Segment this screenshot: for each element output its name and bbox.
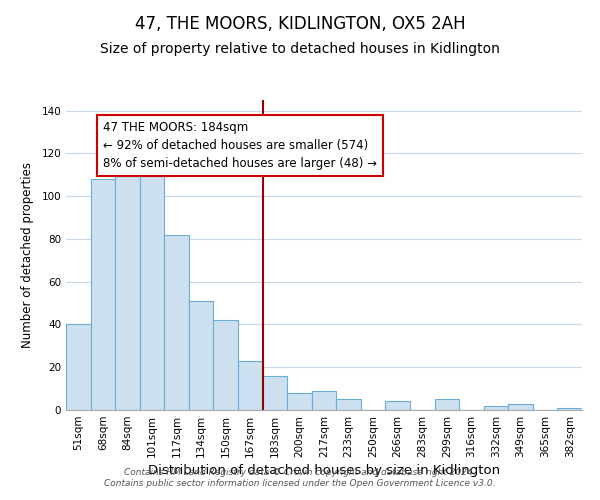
Bar: [434, 400, 459, 410]
Bar: [508, 404, 533, 410]
Bar: [140, 164, 164, 410]
Bar: [214, 320, 238, 410]
Bar: [164, 234, 189, 410]
Text: Size of property relative to detached houses in Kidlington: Size of property relative to detached ho…: [100, 42, 500, 56]
X-axis label: Distribution of detached houses by size in Kidlington: Distribution of detached houses by size …: [148, 464, 500, 477]
Bar: [189, 301, 214, 410]
Bar: [287, 393, 312, 410]
Text: 47, THE MOORS, KIDLINGTON, OX5 2AH: 47, THE MOORS, KIDLINGTON, OX5 2AH: [134, 15, 466, 33]
Bar: [66, 324, 91, 410]
Text: 47 THE MOORS: 184sqm
← 92% of detached houses are smaller (574)
8% of semi-detac: 47 THE MOORS: 184sqm ← 92% of detached h…: [103, 122, 377, 170]
Bar: [91, 179, 115, 410]
Bar: [312, 391, 336, 410]
Bar: [484, 406, 508, 410]
Bar: [385, 402, 410, 410]
Bar: [557, 408, 582, 410]
Y-axis label: Number of detached properties: Number of detached properties: [22, 162, 34, 348]
Bar: [115, 162, 140, 410]
Text: Contains HM Land Registry data © Crown copyright and database right 2024.
Contai: Contains HM Land Registry data © Crown c…: [104, 468, 496, 487]
Bar: [238, 361, 263, 410]
Bar: [336, 400, 361, 410]
Bar: [263, 376, 287, 410]
